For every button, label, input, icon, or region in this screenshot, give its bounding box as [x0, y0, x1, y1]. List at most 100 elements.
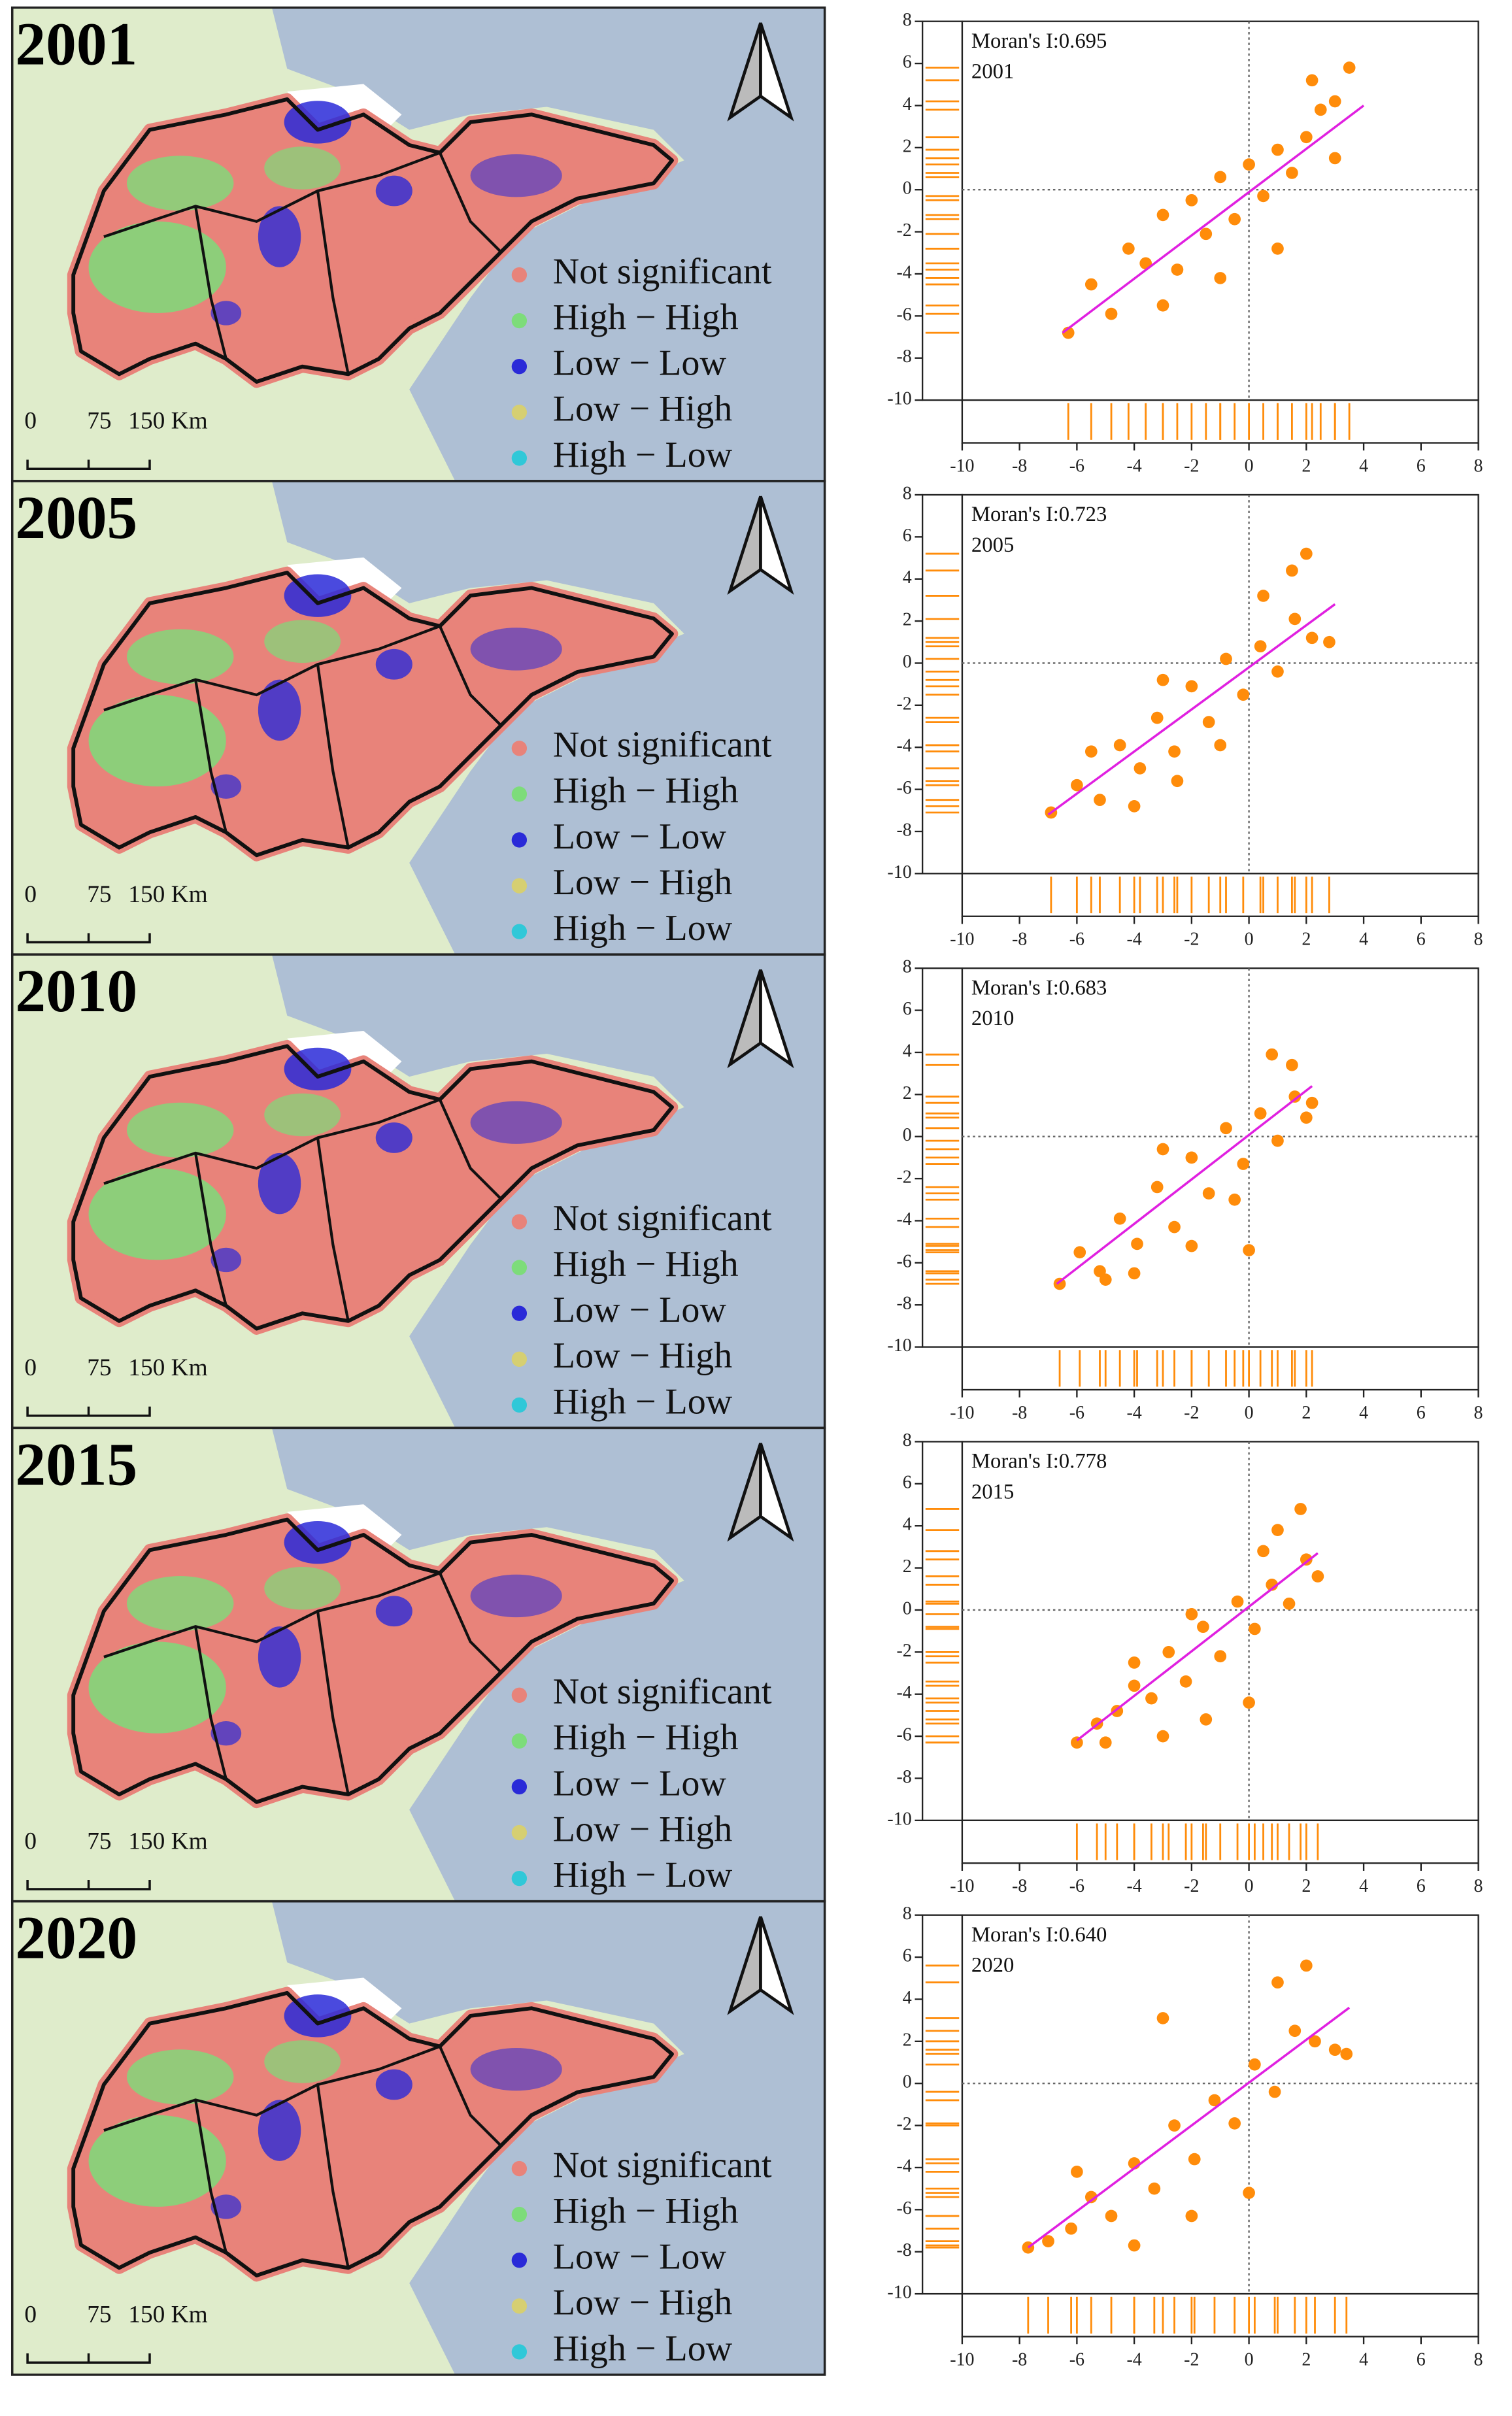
legend-dot	[511, 1779, 528, 1795]
y-tick-label: -6	[896, 305, 911, 325]
point	[1328, 95, 1341, 108]
x-tick-label: -8	[1012, 2349, 1027, 2370]
x-tick-label: -10	[950, 930, 974, 950]
point	[1084, 2190, 1098, 2204]
y-tick-label: 8	[903, 1904, 912, 1924]
point	[1151, 711, 1164, 724]
point	[1042, 2235, 1054, 2247]
legend-label: Not significant	[553, 2145, 772, 2185]
point	[1249, 1622, 1261, 1636]
chart-label: 2005	[971, 533, 1014, 557]
point	[1145, 1692, 1158, 1705]
point	[1340, 2047, 1353, 2060]
point	[1214, 1650, 1227, 1663]
point	[1156, 299, 1169, 312]
point	[1300, 1553, 1313, 1566]
x-tick-label: -10	[950, 2349, 974, 2370]
point	[1188, 2153, 1201, 2166]
y-tick-label: 4	[903, 1988, 912, 2008]
point	[1220, 1122, 1232, 1135]
point	[1228, 1193, 1241, 1206]
x-tick-label: 2	[1302, 1403, 1311, 1423]
legend-dot	[511, 1305, 528, 1321]
x-tick-label: 8	[1474, 1876, 1483, 1896]
legend-label: High − Low	[553, 2328, 733, 2369]
x-tick-label: 6	[1417, 930, 1426, 950]
y-tick-label: -8	[896, 1294, 911, 1314]
x-tick-label: 0	[1245, 2349, 1254, 2370]
chart-label: 2001	[971, 60, 1014, 84]
point	[1237, 1158, 1250, 1170]
y-tick-label: -10	[887, 389, 911, 409]
x-tick-label: 4	[1359, 2349, 1368, 2370]
point	[1228, 212, 1241, 226]
y-tick-label: -10	[887, 2283, 911, 2303]
legend-dot	[511, 450, 528, 466]
point	[1171, 263, 1184, 276]
point	[1122, 243, 1135, 255]
trend-line	[1076, 1552, 1319, 1741]
y-tick-label: 0	[903, 1598, 912, 1619]
y-tick-label: -2	[896, 220, 911, 241]
plot-frame	[961, 20, 1479, 401]
trend-line	[1056, 1085, 1313, 1285]
annotation: Moran's I:0.723	[971, 503, 1107, 526]
legend-label: High − High	[553, 1717, 739, 1758]
y-tick-label: 0	[903, 1125, 912, 1145]
legend-label: Low − Low	[553, 1290, 727, 1330]
rug-frame-x	[961, 2292, 1479, 2338]
point	[1237, 688, 1250, 701]
y-tick-label: 6	[903, 1946, 912, 1966]
scale-label: 150 Km	[128, 1354, 207, 1381]
point	[1128, 1656, 1141, 1669]
point	[1286, 167, 1298, 179]
y-tick-label: 6	[903, 1472, 912, 1492]
x-tick-label: 8	[1474, 2349, 1483, 2370]
x-tick-label: 4	[1359, 1403, 1368, 1423]
x-tick-label: -2	[1184, 2349, 1199, 2370]
point	[1309, 2035, 1321, 2048]
x-tick-label: -8	[1012, 456, 1027, 476]
legend-dot	[511, 878, 528, 894]
point	[1283, 1597, 1296, 1610]
point	[1171, 775, 1184, 788]
y-tick-label: 8	[903, 1430, 912, 1451]
plot-frame	[961, 1441, 1479, 1822]
chart-label: 2010	[971, 1007, 1014, 1030]
legend-dot	[511, 2298, 528, 2314]
legend-label: Low − High	[553, 1335, 733, 1376]
y-tick-label: -4	[896, 262, 911, 282]
legend-dot	[511, 1351, 528, 1367]
x-tick-label: 6	[1417, 1403, 1426, 1423]
point	[1134, 762, 1147, 775]
legend-label: Not significant	[553, 1198, 772, 1239]
point	[1185, 1151, 1198, 1164]
legend-label: High − Low	[553, 435, 733, 475]
point	[1214, 171, 1227, 184]
point	[1328, 2043, 1341, 2056]
point	[1202, 1187, 1215, 1200]
legend-dot	[511, 2253, 528, 2268]
point	[1200, 1713, 1213, 1726]
x-tick-label: 6	[1417, 456, 1426, 476]
y-tick-label: 2	[903, 1556, 912, 1577]
y-tick-label: 2	[903, 136, 912, 156]
point	[1300, 131, 1313, 144]
map-year: 2005	[15, 484, 137, 552]
point	[1105, 2209, 1118, 2223]
x-tick-label: 2	[1302, 456, 1311, 476]
x-tick-label: -6	[1069, 1876, 1084, 1896]
point	[1179, 1675, 1192, 1688]
y-tick-label: 6	[903, 52, 912, 73]
point	[1300, 1959, 1313, 1972]
legend-dot	[511, 1214, 528, 1230]
legend-label: Low − High	[553, 389, 733, 429]
y-tick-label: -6	[896, 778, 911, 798]
point	[1156, 1143, 1169, 1156]
scale-label: 0	[24, 408, 37, 435]
point	[1148, 2182, 1161, 2195]
point	[1185, 1608, 1198, 1620]
map-panel: 2020 Not significant High − High Low − Low L…	[12, 1902, 825, 2375]
y-tick-label: -8	[896, 2240, 911, 2260]
y-tick-label: 8	[903, 957, 912, 977]
